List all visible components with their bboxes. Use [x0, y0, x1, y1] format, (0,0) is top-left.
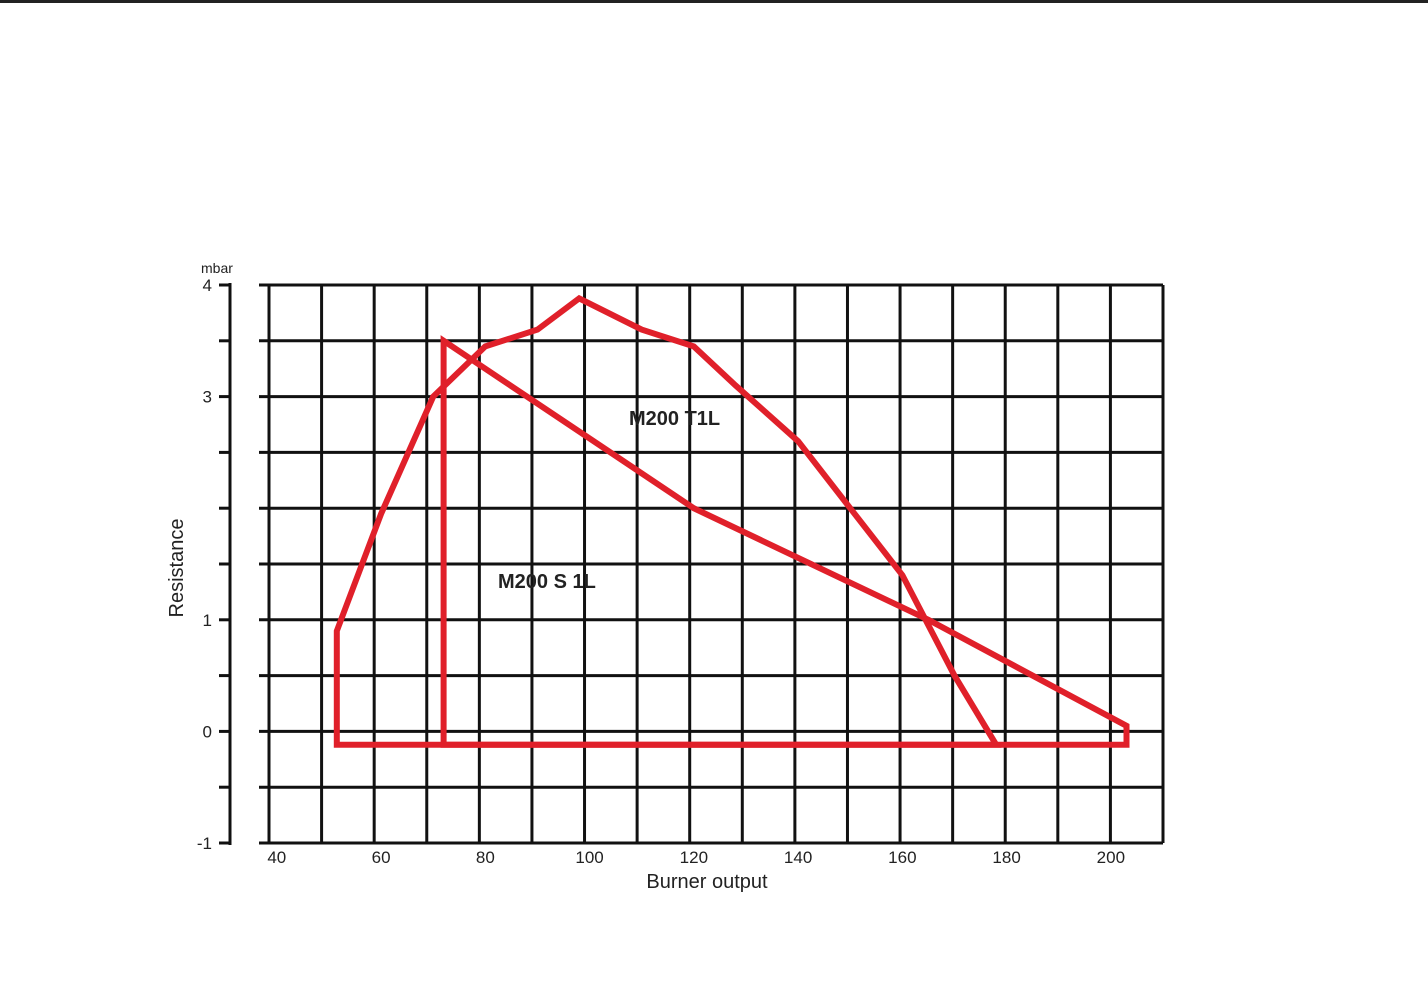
series-labels: M200 T1L M200 S 1L [498, 408, 720, 593]
x-tick-label: 80 [476, 848, 495, 867]
x-tick-label: 200 [1097, 848, 1125, 867]
x-tick-label: 160 [888, 848, 916, 867]
series-outline-m200-s-1l [333, 294, 1002, 748]
series-label-m200-s-1l: M200 S 1L [498, 571, 596, 593]
axes: mbar Burner output Resistance 4 3 1 0 -1 40 60… [166, 260, 1125, 893]
x-axis-label: Burner output [646, 871, 768, 893]
y-axis-label: Resistance [166, 519, 188, 618]
y-tick-label: -1 [197, 834, 212, 853]
top-border [0, 0, 1428, 3]
x-tick-label: 60 [372, 848, 391, 867]
x-tick-label: 140 [784, 848, 812, 867]
series-layer [333, 294, 1130, 748]
x-tick-label: 120 [680, 848, 708, 867]
x-tick-label: 180 [992, 848, 1020, 867]
x-tick-label: 40 [267, 848, 286, 867]
y-unit-label: mbar [201, 260, 233, 276]
y-tick-label: 4 [203, 276, 212, 295]
y-tick-label: 3 [203, 388, 212, 407]
grid [259, 283, 1165, 845]
series-label-m200-t1l: M200 T1L [629, 408, 720, 430]
y-tick-label: 0 [203, 722, 212, 741]
series-outline-m200-t1l [440, 335, 1130, 748]
x-tick-label: 100 [575, 848, 603, 867]
y-tick-label: 1 [203, 611, 212, 630]
